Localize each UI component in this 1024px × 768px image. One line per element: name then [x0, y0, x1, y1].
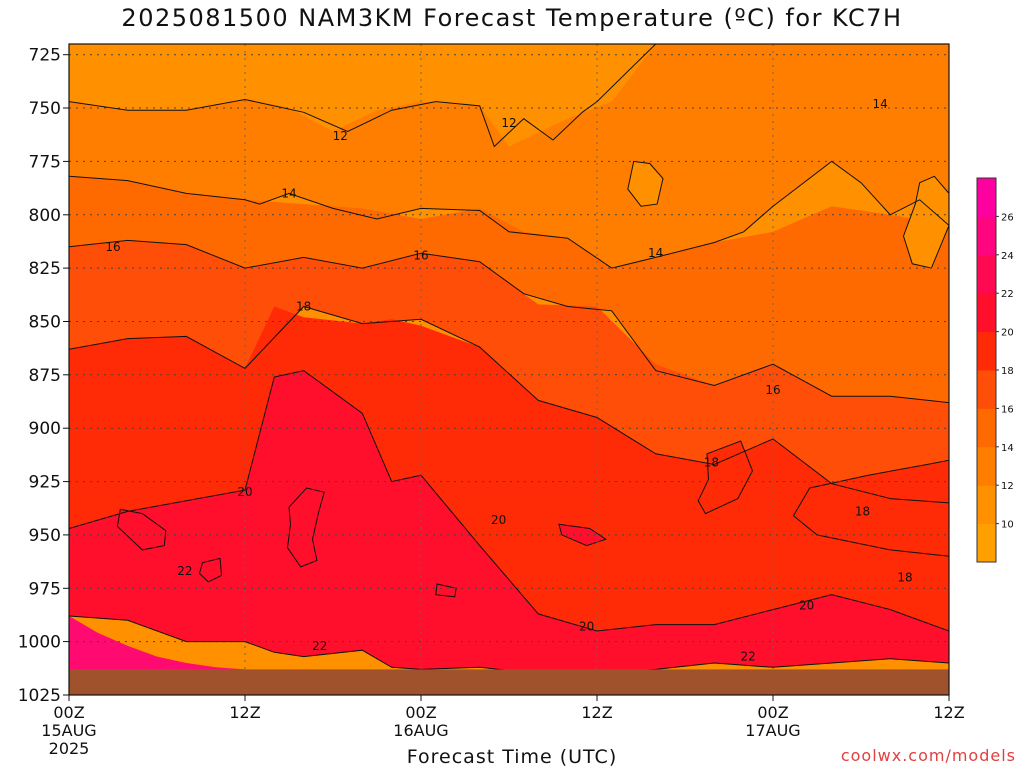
contour-island-22-0 [286, 487, 325, 568]
x-tick-label: 12Z [229, 703, 260, 722]
y-tick-label: 1000 [18, 633, 61, 653]
y-tick-label: 725 [29, 46, 61, 66]
contour-line-16 [69, 239, 949, 404]
contour-label: 16 [105, 240, 120, 254]
x-tick-label: 00Z [405, 703, 436, 722]
contour-label: 16 [765, 383, 780, 397]
colorbar-label: 24 [1001, 251, 1014, 262]
colorbar-label: 26 [1001, 212, 1014, 223]
contour-band-22 [69, 370, 949, 674]
y-tick-label: 975 [29, 579, 61, 599]
contour-label: 14 [281, 186, 296, 200]
contour-line-layer [69, 44, 949, 695]
contour-band-18 [69, 240, 949, 503]
y-tick-label: 875 [29, 366, 61, 386]
y-tick-label: 1025 [18, 686, 61, 706]
contour-band-12 [69, 44, 949, 147]
y-tick-label: 950 [29, 526, 61, 546]
colorbar-swatch [977, 485, 996, 525]
contour-line-20 [69, 370, 949, 632]
contour-label-layer: 12 12 14 14 14 16 16 16 18 18 18 18 20 20 20 20 22 22 22 [105, 97, 912, 664]
contour-island-22-1 [116, 508, 167, 551]
colorbar-swatch [977, 293, 996, 333]
contour-label: 16 [413, 248, 428, 262]
contour-label: 18 [897, 571, 912, 585]
colorbar-label: 22 [1001, 289, 1014, 300]
y-tick-label: 775 [29, 152, 61, 172]
contour-label: 22 [177, 564, 192, 578]
contour-label: 18 [855, 504, 870, 518]
colorbar-label: 12 [1001, 481, 1014, 492]
contour-label: 18 [704, 455, 719, 469]
contour-line-18 [69, 305, 949, 504]
contour-fill-layer [69, 44, 949, 695]
contour-label: 22 [312, 639, 327, 653]
x-axis-title: Forecast Time (UTC) [406, 746, 618, 768]
contour-label: 20 [799, 598, 814, 612]
y-tick-label: 800 [29, 206, 61, 226]
x-tick-label: 00Z [53, 703, 84, 722]
ground-surface [69, 669, 949, 695]
y-tick-label: 825 [29, 259, 61, 279]
contour-line-22 [69, 615, 949, 675]
colorbar-label: 18 [1001, 366, 1014, 377]
x-tick-label: 12Z [933, 703, 964, 722]
contour-label: 12 [501, 116, 516, 130]
contour-island-12-7 [627, 160, 664, 207]
contour-band-20 [69, 306, 949, 631]
contour-island-20-5 [697, 440, 754, 515]
colorbar-swatch [977, 331, 996, 371]
colorbar-swatch [977, 523, 996, 563]
chart-title: 2025081500 NAM3KM Forecast Temperature (… [121, 4, 903, 32]
x-tick-sublabel: 16AUG [393, 721, 448, 740]
contour-line-12 [69, 44, 949, 148]
contour-island-22-4 [435, 583, 457, 598]
y-tick-label: 900 [29, 419, 61, 439]
contour-label: 20 [237, 485, 252, 499]
contour-label: 12 [333, 129, 348, 143]
contour-band-16 [69, 176, 949, 403]
colorbar-swatch [977, 370, 996, 409]
colorbar-label: 16 [1001, 404, 1014, 415]
x-tick-sublabel: 2025 [49, 739, 90, 758]
x-tick-label: 00Z [757, 703, 788, 722]
contour-island-22-3 [558, 523, 607, 547]
credit-text: coolwx.com/models [840, 746, 1016, 765]
contour-label: 14 [872, 97, 887, 111]
colorbar-swatch [977, 254, 996, 294]
y-tick-label: 750 [29, 99, 61, 119]
contour-label: 14 [648, 246, 663, 260]
y-tick-label: 850 [29, 313, 61, 333]
colorbar-label: 10 [1001, 520, 1014, 531]
axis-layer: 725 750 775 800 825 850 875 900 925 950 975 1000 102… [18, 46, 965, 758]
plot-frame [68, 43, 950, 696]
y-tick-label: 925 [29, 473, 61, 493]
colorbar: 10 12 14 16 18 20 22 24 26 [976, 177, 1014, 563]
colorbar-swatch [977, 446, 996, 486]
colorbar-swatch [977, 216, 996, 256]
contour-label: 22 [740, 650, 755, 664]
colorbar-label: 20 [1001, 328, 1014, 339]
contour-label: 18 [296, 300, 311, 314]
colorbar-swatch [977, 408, 996, 448]
x-tick-sublabel: 15AUG [41, 721, 96, 740]
contour-island-22-2 [198, 557, 223, 583]
contour-line-14 [69, 160, 949, 269]
x-tick-sublabel: 17AUG [745, 721, 800, 740]
contour-band-14 [69, 44, 949, 269]
x-tick-label: 12Z [581, 703, 612, 722]
colorbar-swatch [977, 178, 996, 217]
contour-label: 20 [491, 513, 506, 527]
contour-label: 20 [579, 620, 594, 634]
colorbar-label: 14 [1001, 443, 1014, 454]
